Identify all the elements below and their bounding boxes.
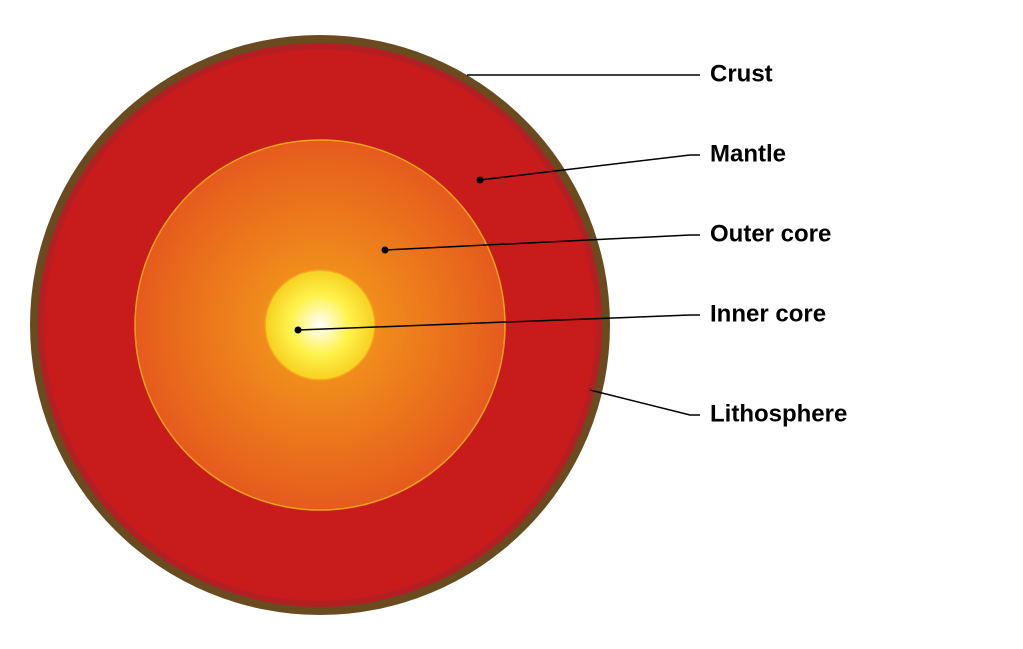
label-lithosphere: Lithosphere [710,400,847,427]
pointer-dot-mantle [477,177,484,184]
pointer-dot-inner_core [295,327,302,334]
label-outer_core: Outer core [710,220,831,247]
label-inner_core: Inner core [710,300,826,327]
pointer-dot-outer_core [382,247,389,254]
leader-lithosphere [590,390,700,415]
label-crust: Crust [710,60,773,87]
earth-layers-diagram: Crust Mantle Outer core Inner core Lithosphe… [0,0,1023,649]
labels-group: Crust Mantle Outer core Inner core Lithosphe… [710,60,847,427]
inner-core-layer [265,270,375,380]
label-mantle: Mantle [710,140,786,167]
